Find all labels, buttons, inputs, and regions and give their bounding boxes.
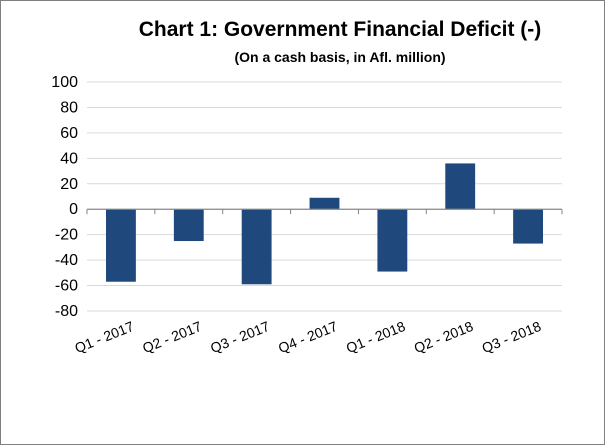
- x-category-label: Q3 - 2018: [479, 318, 543, 356]
- x-category-label: Q4 - 2017: [276, 318, 340, 356]
- bar: [513, 209, 543, 244]
- x-category-label: Q2 - 2017: [140, 318, 204, 356]
- y-tick-label: -60: [55, 278, 78, 295]
- y-axis-ticks: 100 80 60 40 20 0 -20 -40 -60 -80: [51, 74, 78, 320]
- x-category-label: Q1 - 2018: [344, 318, 408, 356]
- bar: [445, 163, 476, 210]
- bars: [106, 163, 543, 285]
- x-category-label: Q2 - 2018: [412, 318, 476, 356]
- y-tick-label: 100: [51, 74, 78, 91]
- bar: [106, 209, 136, 282]
- x-category-label: Q3 - 2017: [208, 318, 272, 356]
- bar: [173, 209, 204, 242]
- y-tick-label: -20: [55, 227, 78, 244]
- y-tick-label: 80: [60, 99, 78, 116]
- y-tick-label: -40: [55, 252, 78, 269]
- y-tick-label: 0: [69, 201, 78, 218]
- x-category-label: Q1 - 2017: [72, 318, 136, 356]
- y-tick-label: 40: [60, 150, 78, 167]
- bar: [309, 197, 340, 210]
- y-tick-label: -80: [55, 303, 78, 320]
- bar: [377, 209, 408, 272]
- chart-title: Chart 1: Government Financial Deficit (-…: [138, 18, 542, 41]
- bar: [241, 209, 272, 285]
- y-tick-label: 20: [60, 176, 78, 193]
- x-axis-category-labels: Q1 - 2017 Q2 - 2017 Q3 - 2017 Q4 - 2017 Q1 -…: [72, 318, 543, 356]
- y-tick-label: 60: [60, 125, 78, 142]
- x-axis: [86, 208, 563, 215]
- chart-subtitle: (On a cash basis, in Afl. million): [234, 49, 446, 65]
- gridlines: [87, 81, 562, 312]
